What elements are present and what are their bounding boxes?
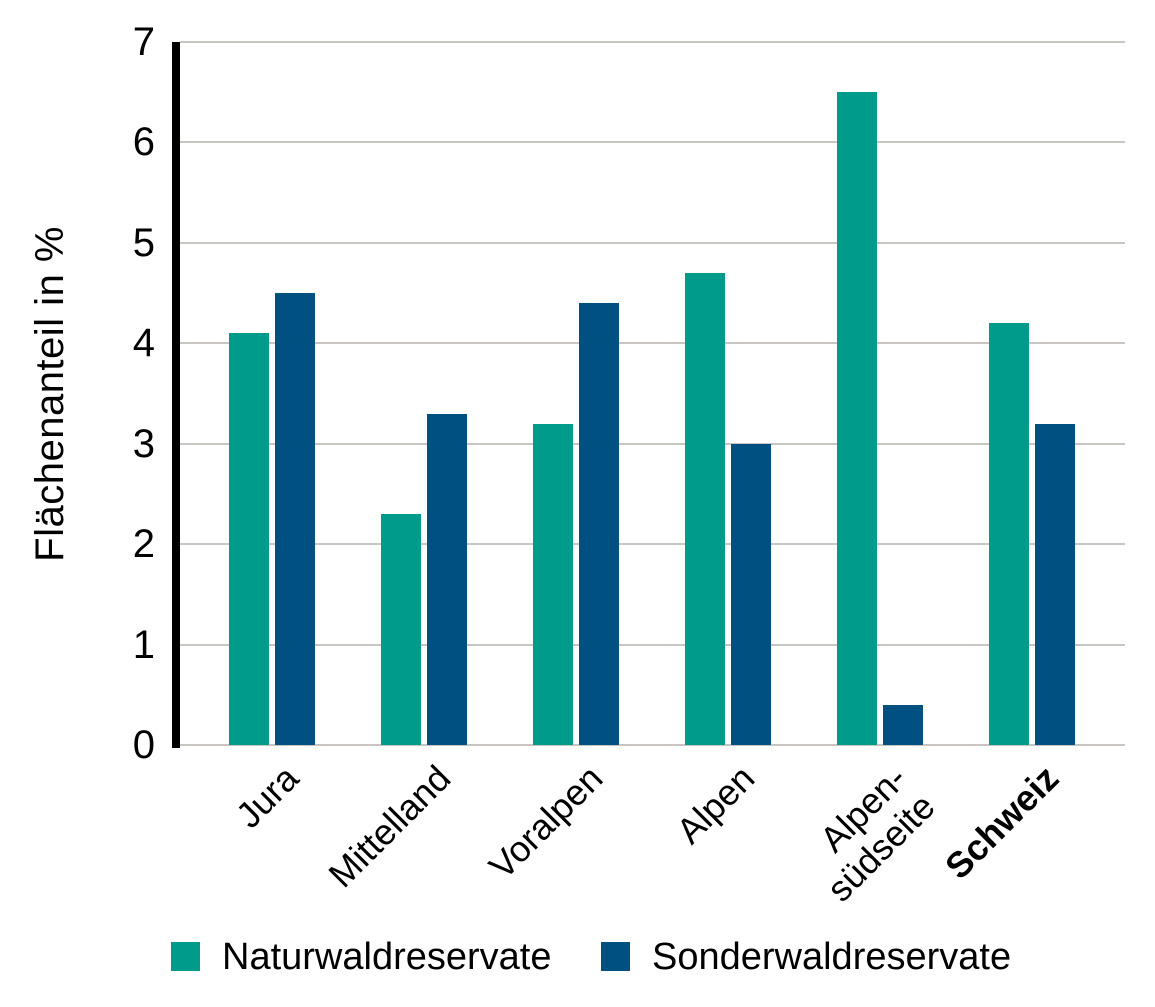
bar-naturwaldreservate-mittelland <box>381 514 421 745</box>
y-tick-label-1: 1 <box>132 622 155 667</box>
legend-label-sonderwaldreservate: Sonderwaldreservate <box>652 935 1012 978</box>
bar-sonderwaldreservate-schweiz <box>1035 423 1075 745</box>
bar-naturwaldreservate-schweiz <box>989 323 1029 745</box>
gridline-0 <box>180 744 1125 746</box>
gridline-3 <box>180 442 1125 445</box>
x-tick-label-voralpen: Voralpen <box>480 757 611 887</box>
y-axis-line <box>172 42 180 748</box>
y-axis-title: Flächenanteil in % <box>27 225 72 562</box>
y-tick-label-2: 2 <box>132 522 155 567</box>
y-tick-label-7: 7 <box>132 20 155 64</box>
y-tick-label-3: 3 <box>132 421 155 466</box>
bar-sonderwaldreservate-alpen-sudseite <box>883 704 923 745</box>
bar-sonderwaldreservate-jura <box>275 293 315 745</box>
bar-naturwaldreservate-jura <box>229 333 269 745</box>
bar-sonderwaldreservate-alpen <box>731 443 771 745</box>
gridline-6 <box>180 141 1125 144</box>
y-tick-label-5: 5 <box>132 220 155 265</box>
gridline-1 <box>180 643 1125 646</box>
legend-swatch-sonderwaldreservate <box>601 942 630 971</box>
bar-naturwaldreservate-voralpen <box>533 423 573 745</box>
gridline-5 <box>180 241 1125 244</box>
x-tick-label-schweiz: Schweiz <box>936 757 1067 887</box>
bar-naturwaldreservate-alpen-sudseite <box>837 92 877 745</box>
legend-swatch-naturwaldreservate <box>171 942 200 971</box>
legend-label-naturwaldreservate: Naturwaldreservate <box>222 935 552 978</box>
x-tick-label-alpen: Alpen <box>668 757 763 852</box>
x-tick-label-jura: Jura <box>227 757 307 836</box>
y-tick-label-0: 0 <box>132 723 155 767</box>
bar-sonderwaldreservate-voralpen <box>579 303 619 745</box>
y-tick-label-4: 4 <box>132 321 155 366</box>
gridline-2 <box>180 543 1125 546</box>
bar-naturwaldreservate-alpen <box>685 272 725 745</box>
y-tick-label-6: 6 <box>132 120 155 165</box>
x-tick-label-mittelland: Mittelland <box>320 757 459 896</box>
gridline-7 <box>180 41 1125 43</box>
x-tick-label-alpen-sudseite: Alpen- südseite <box>811 757 943 910</box>
bar-sonderwaldreservate-mittelland <box>427 413 467 745</box>
gridline-4 <box>180 342 1125 345</box>
